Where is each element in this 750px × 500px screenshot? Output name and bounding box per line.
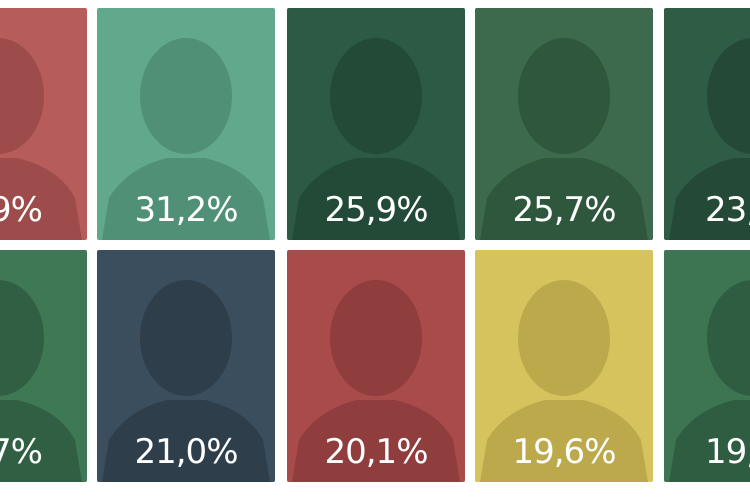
percentage-label: 23, [705, 190, 750, 230]
candidate-card: 25,9% [287, 8, 465, 240]
portrait [102, 280, 270, 482]
portrait [292, 38, 460, 240]
portrait [0, 280, 82, 482]
candidate-card: 31,2% [97, 8, 275, 240]
candidate-card: 19,6% [475, 250, 653, 482]
candidate-card: 20,1% [287, 250, 465, 482]
candidate-card: 7% [0, 250, 87, 482]
percentage-label: 9% [0, 190, 43, 230]
candidate-card: 9% [0, 8, 87, 240]
percentage-label: 20,1% [324, 432, 428, 472]
percentage-label: 25,7% [512, 190, 616, 230]
portrait [480, 38, 648, 240]
percentage-label: 19,6% [512, 432, 616, 472]
candidate-card: 21,0% [97, 250, 275, 482]
portrait [669, 280, 750, 482]
candidate-card: 19, [664, 250, 750, 482]
portrait [669, 38, 750, 240]
percentage-label: 7% [0, 432, 43, 472]
portrait [292, 280, 460, 482]
portrait [480, 280, 648, 482]
candidate-card: 23, [664, 8, 750, 240]
percentage-label: 19, [705, 432, 750, 472]
portrait [0, 38, 82, 240]
percentage-label: 31,2% [134, 190, 238, 230]
percentage-label: 21,0% [134, 432, 238, 472]
portrait [102, 38, 270, 240]
candidate-card: 25,7% [475, 8, 653, 240]
percentage-label: 25,9% [324, 190, 428, 230]
